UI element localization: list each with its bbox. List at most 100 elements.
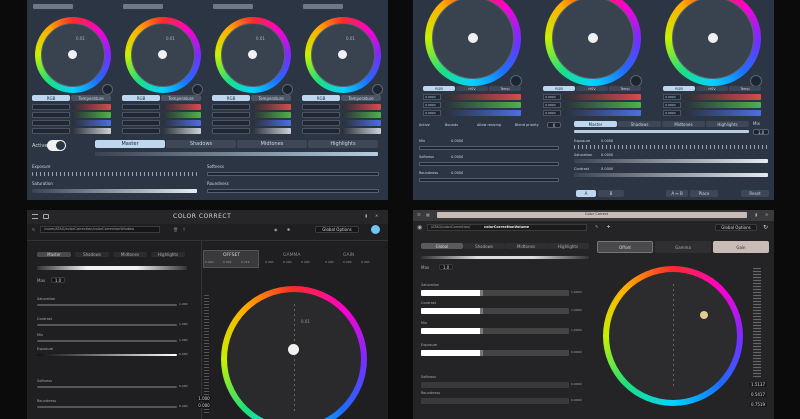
gear-icon[interactable]: ✺	[287, 227, 291, 232]
channel-slider[interactable]	[162, 120, 201, 126]
channel-slider[interactable]	[683, 102, 761, 108]
path-field[interactable]: /room/ATAG/colorCorrection/colorCorrecti…	[40, 226, 160, 233]
wheel-mode-tab[interactable]: Temp	[489, 86, 521, 91]
wheel-gear-icon[interactable]	[102, 84, 113, 95]
max-value[interactable]: 1.0	[51, 277, 65, 283]
slider-track[interactable]	[419, 146, 559, 150]
b-button[interactable]: B	[598, 190, 624, 197]
channel-slider[interactable]	[162, 104, 201, 110]
channel-slider[interactable]	[162, 112, 201, 118]
tab-shadows[interactable]: Shadows	[463, 243, 505, 249]
pin-icon[interactable]: †	[183, 227, 185, 232]
close-icon[interactable]: ✕	[375, 213, 379, 218]
channel-slider[interactable]	[72, 128, 111, 134]
channel-slider[interactable]	[563, 102, 641, 108]
channel-slider[interactable]	[683, 94, 761, 100]
channel-value[interactable]: 0.0000	[663, 94, 681, 100]
eye-icon[interactable]: ◉	[417, 224, 423, 231]
tab-midtones[interactable]: Midtones	[237, 140, 307, 148]
slider-track[interactable]	[37, 354, 177, 356]
edit-icon[interactable]: ✎	[595, 224, 599, 229]
eye-icon[interactable]: ◉	[274, 227, 278, 232]
active-toggle[interactable]	[47, 140, 66, 151]
grid-icon[interactable]: ▦	[426, 212, 430, 217]
slider-track[interactable]	[419, 178, 559, 182]
slider-track[interactable]	[419, 162, 559, 166]
channel-slider[interactable]	[252, 128, 291, 134]
menu-icon[interactable]	[32, 214, 38, 219]
wheel-handle[interactable]	[588, 33, 598, 43]
tab-global[interactable]: Global	[421, 243, 463, 249]
range-slider[interactable]	[574, 130, 749, 133]
channel-slider[interactable]	[252, 104, 291, 110]
tab-shadows[interactable]: Shadows	[75, 252, 109, 257]
channel-slider[interactable]	[342, 120, 381, 126]
mix-value[interactable]: 1.0	[753, 129, 769, 135]
slider-track[interactable]	[421, 350, 569, 356]
color-wheel-3[interactable]	[665, 0, 762, 87]
exposure-slider[interactable]	[32, 172, 197, 176]
wheel-handle[interactable]	[700, 311, 708, 319]
wheel-handle[interactable]	[248, 50, 257, 59]
a-button[interactable]: A	[576, 190, 596, 197]
camera-icon[interactable]	[43, 214, 49, 219]
top-slider[interactable]	[33, 4, 73, 9]
tab-gain[interactable]: Gain	[713, 241, 769, 253]
bounds-check[interactable]: Bounds	[445, 123, 459, 127]
range-slider[interactable]	[421, 256, 589, 259]
slider-track[interactable]	[37, 324, 177, 326]
channel-slider[interactable]	[162, 128, 201, 134]
channel-slider[interactable]	[72, 120, 111, 126]
tab-offset[interactable]: Offset	[597, 241, 653, 253]
tab-rgb[interactable]: RGB	[212, 95, 250, 101]
wheel-gear-icon[interactable]	[192, 84, 203, 95]
channel-value[interactable]: 0.0000	[663, 102, 681, 108]
tab-gamma[interactable]: Gamma	[655, 241, 711, 253]
color-wheel[interactable]: 0.01	[221, 286, 367, 419]
vertical-slider[interactable]	[753, 268, 761, 378]
channel-slider[interactable]	[443, 110, 521, 116]
top-slider[interactable]	[303, 4, 343, 9]
wheel-gear-icon[interactable]	[282, 84, 293, 95]
tab-rgb[interactable]: RGB	[302, 95, 340, 101]
channel-value[interactable]: 0.0000	[543, 110, 561, 116]
color-wheel-2[interactable]	[545, 0, 642, 87]
swap-ab-button[interactable]: A ↔ B	[666, 190, 688, 197]
channel-value[interactable]: 0.0000	[543, 94, 561, 100]
slider-track[interactable]	[574, 173, 768, 177]
color-wheel-1[interactable]	[425, 0, 522, 87]
tab-highlights[interactable]: Highlights	[547, 243, 589, 249]
trash-icon[interactable]: 🗑	[173, 227, 179, 232]
color-wheel-3[interactable]: 0.01	[215, 17, 293, 95]
wheel-handle[interactable]	[468, 33, 478, 43]
channel-value[interactable]: 0.0000	[543, 102, 561, 108]
wheel-handle[interactable]	[68, 50, 77, 59]
color-wheel-2[interactable]: 0.01	[125, 17, 203, 95]
channel-slider[interactable]	[342, 104, 381, 110]
channel-slider[interactable]	[563, 110, 641, 116]
slider-track[interactable]	[421, 398, 569, 404]
tab-temperature[interactable]: Temperature	[161, 95, 201, 101]
color-wheel-4[interactable]: 0.01	[305, 17, 383, 95]
channel-field[interactable]	[122, 120, 160, 126]
top-slider[interactable]	[123, 4, 163, 9]
roundness-slider[interactable]	[207, 189, 379, 193]
place-button[interactable]: Place	[690, 190, 718, 197]
wheel-gear-icon[interactable]	[372, 84, 383, 95]
vertical-slider[interactable]	[204, 295, 209, 415]
channel-slider[interactable]	[252, 112, 291, 118]
channel-field[interactable]	[122, 128, 160, 134]
slider-track[interactable]	[37, 304, 177, 306]
wheel-handle[interactable]	[158, 50, 167, 59]
max-value[interactable]: 1.0	[439, 264, 453, 270]
channel-field[interactable]	[32, 120, 70, 126]
channel-slider[interactable]	[443, 102, 521, 108]
tab-temperature[interactable]: Temperature	[71, 95, 111, 101]
wheel-mode-tab[interactable]: HSV	[696, 86, 728, 91]
active-check[interactable]: Active	[419, 123, 430, 127]
saturation-slider[interactable]	[32, 189, 197, 193]
reset-button[interactable]: Reset	[741, 190, 769, 197]
channel-slider[interactable]	[342, 112, 381, 118]
wheel-mode-tab[interactable]: RGB	[543, 86, 575, 91]
channel-field[interactable]	[212, 128, 250, 134]
